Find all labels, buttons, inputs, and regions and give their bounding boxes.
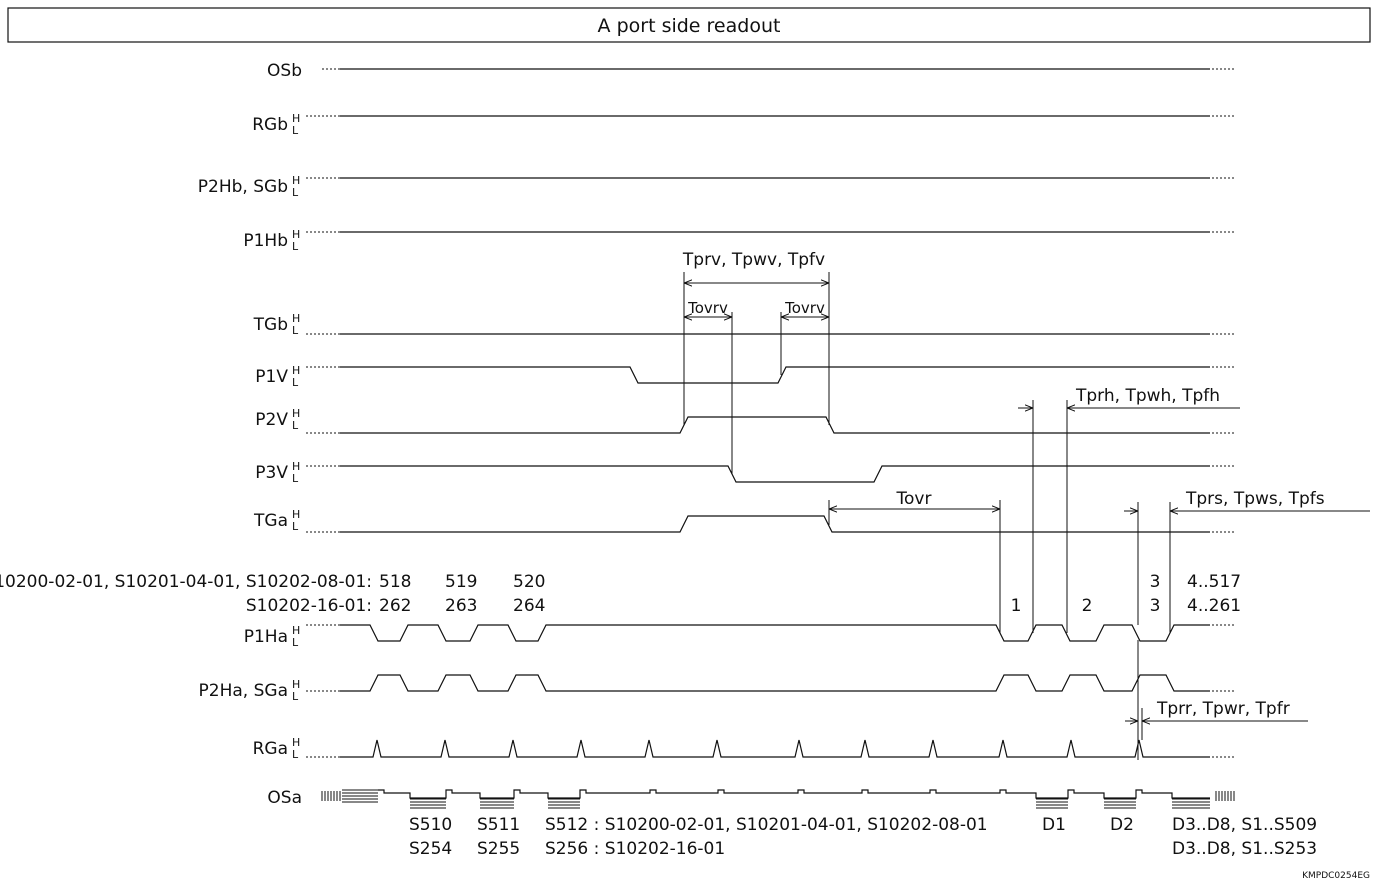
- output-s256: S256 : S10202-16-01: [545, 839, 725, 859]
- count-263: 263: [445, 596, 477, 616]
- label-tovr: Tovr: [896, 489, 932, 509]
- osa-block-d2: [1104, 798, 1136, 809]
- level-low-p2v: L: [292, 419, 299, 432]
- pixel-count-labels: S10200-02-01, S10201-04-01, S10202-08-01…: [0, 572, 1241, 616]
- output-s255: S255: [477, 839, 520, 859]
- level-low-tgb: L: [292, 324, 299, 337]
- figure-code: KMPDC0254EG: [1302, 871, 1370, 881]
- signal-label-p3v: P3V: [255, 463, 288, 483]
- level-low-tga: L: [292, 520, 299, 533]
- diagram-title: A port side readout: [598, 15, 781, 37]
- signal-label-rgb: RGb: [252, 115, 288, 135]
- level-high-rgb: H: [292, 112, 300, 125]
- osa-block-s511: [480, 798, 514, 809]
- label-tprv-tpwv-tpfv: Tprv, Tpwv, Tpfv: [682, 250, 825, 270]
- count-518: 518: [379, 572, 411, 592]
- osa-block-s510: [410, 798, 446, 809]
- osa-block-dots-left: [321, 791, 341, 801]
- signal-labels: OSb RGb P2Hb, SGb P1Hb TGb P1V P2V P3V T…: [198, 61, 302, 808]
- count-tail-1: 4..517: [1187, 572, 1241, 592]
- level-high-p2ha: H: [292, 678, 300, 691]
- output-d3-line1: D3..D8, S1..S509: [1172, 815, 1317, 835]
- signal-label-osb: OSb: [267, 61, 302, 81]
- level-low-p1v: L: [292, 376, 299, 389]
- output-d2: D2: [1110, 815, 1134, 835]
- osa-block-initial: [342, 789, 378, 803]
- signal-label-tgb: TGb: [253, 315, 288, 335]
- output-labels: S510 S254 S511 S255 S512 : S10200-02-01,…: [409, 815, 1317, 859]
- waveform-p1v: [340, 366, 1210, 384]
- osa-signal-blocks: [321, 789, 1235, 809]
- output-s254: S254: [409, 839, 452, 859]
- waveforms: [340, 68, 1210, 799]
- title-box: A port side readout: [7, 7, 1371, 43]
- label-tprh-tpwh-tpfh: Tprh, Tpwh, Tpfh: [1075, 386, 1220, 406]
- level-low-rga: L: [292, 748, 299, 761]
- level-high-p2hb: H: [292, 174, 300, 187]
- output-d3-line2: D3..D8, S1..S253: [1172, 839, 1317, 859]
- count-tail-2: 4..261: [1187, 596, 1241, 616]
- label-tprs-tpws-tpfs: Tprs, Tpws, Tpfs: [1185, 489, 1325, 509]
- horizontal-timing: Tprh, Tpwh, Tpfh Tovr Tprs, Tpws, Tpfs T…: [828, 386, 1370, 760]
- label-tprr-tpwr-tpfr: Tprr, Tpwr, Tpfr: [1156, 699, 1290, 719]
- signal-label-tga: TGa: [253, 511, 288, 531]
- waveform-p1ha: [340, 624, 1210, 642]
- waveform-rga: [340, 739, 1210, 758]
- count-262: 262: [379, 596, 411, 616]
- level-low-rgb: L: [292, 124, 299, 137]
- level-high-p1hb: H: [292, 228, 300, 241]
- output-s511: S511: [477, 815, 520, 835]
- output-s510: S510: [409, 815, 452, 835]
- level-low-p2hb: L: [292, 186, 299, 199]
- level-high-rga: H: [292, 736, 300, 749]
- output-s512: S512 : S10200-02-01, S10201-04-01, S1020…: [545, 815, 988, 835]
- level-high-tgb: H: [292, 312, 300, 325]
- level-markers: H L H L H L H L H L H L H L H L H L H L …: [292, 112, 300, 761]
- level-low-p1ha: L: [292, 636, 299, 649]
- signal-label-p2hb-sgb: P2Hb, SGb: [198, 177, 288, 197]
- osa-block-s512: [548, 798, 580, 809]
- osa-block-d1: [1036, 798, 1068, 809]
- osa-block-d3: [1172, 798, 1210, 809]
- waveform-p2ha-sga: [340, 674, 1210, 692]
- level-high-p2v: H: [292, 407, 300, 420]
- count-264: 264: [513, 596, 545, 616]
- osa-block-dots-right: [1215, 791, 1235, 801]
- signal-label-p1ha: P1Ha: [244, 627, 288, 647]
- count-pixel-3b: 3: [1150, 596, 1161, 616]
- waveform-p3v: [340, 465, 1210, 483]
- level-high-tga: H: [292, 508, 300, 521]
- level-high-p3v: H: [292, 460, 300, 473]
- signal-label-osa: OSa: [267, 788, 302, 808]
- count-520: 520: [513, 572, 545, 592]
- label-models-row1: S10200-02-01, S10201-04-01, S10202-08-01…: [0, 572, 372, 592]
- output-d1: D1: [1042, 815, 1066, 835]
- signal-label-p2ha-sga: P2Ha, SGa: [199, 681, 288, 701]
- label-models-row2: S10202-16-01:: [246, 596, 372, 616]
- level-low-p2ha: L: [292, 690, 299, 703]
- signal-label-p1hb: P1Hb: [243, 231, 288, 251]
- label-tovrv-1: Tovrv: [687, 299, 728, 317]
- signal-label-p2v: P2V: [255, 410, 288, 430]
- count-pixel-3a: 3: [1150, 572, 1161, 592]
- level-high-p1v: H: [292, 364, 300, 377]
- count-pixel-1: 1: [1011, 596, 1022, 616]
- signal-label-p1v: P1V: [255, 367, 288, 387]
- waveform-tga: [340, 515, 1210, 533]
- label-tovrv-2: Tovrv: [784, 299, 825, 317]
- waveform-osa: [378, 789, 1210, 799]
- count-pixel-2: 2: [1082, 596, 1093, 616]
- level-low-p3v: L: [292, 472, 299, 485]
- level-high-p1ha: H: [292, 624, 300, 637]
- waveform-p2v: [340, 416, 1210, 434]
- signal-label-rga: RGa: [253, 739, 288, 759]
- count-519: 519: [445, 572, 477, 592]
- vertical-timing: Tprv, Tpwv, Tpfv Tovrv Tovrv: [682, 250, 830, 474]
- level-low-p1hb: L: [292, 240, 299, 253]
- dotted-leaders: [306, 68, 1236, 758]
